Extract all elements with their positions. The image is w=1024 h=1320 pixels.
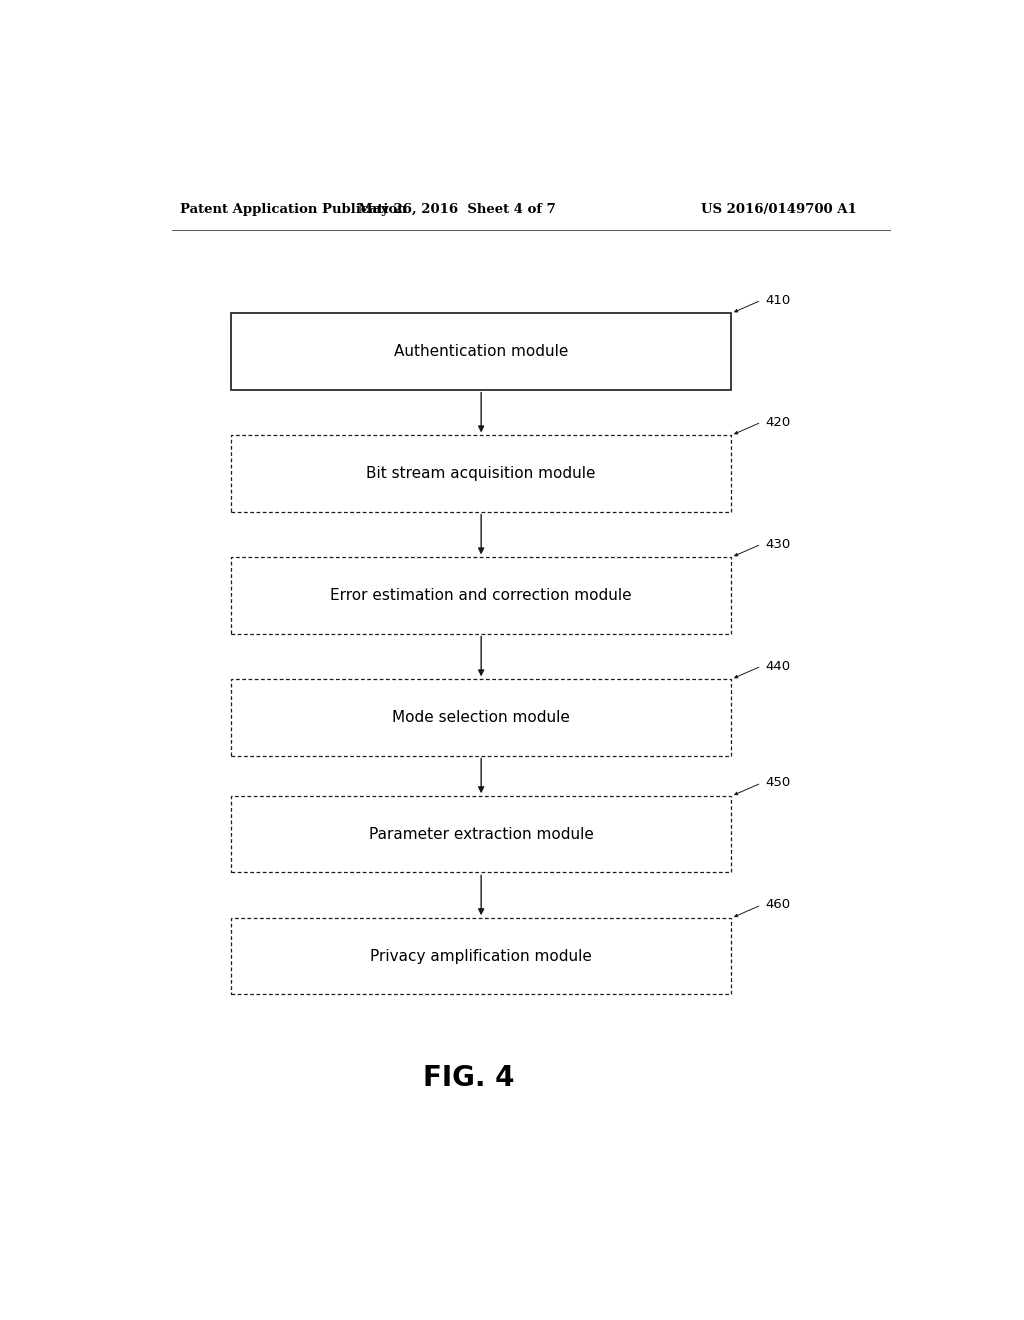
Bar <box>231 680 731 755</box>
Text: Mode selection module: Mode selection module <box>392 710 570 725</box>
Bar <box>231 796 731 873</box>
Text: 460: 460 <box>765 899 791 911</box>
Bar <box>231 436 731 512</box>
Text: 430: 430 <box>765 537 791 550</box>
Bar <box>231 313 731 389</box>
Text: 410: 410 <box>765 293 791 306</box>
Bar <box>231 557 731 634</box>
Bar <box>231 919 731 994</box>
Text: Authentication module: Authentication module <box>394 345 568 359</box>
Text: May 26, 2016  Sheet 4 of 7: May 26, 2016 Sheet 4 of 7 <box>358 203 556 215</box>
Text: Parameter extraction module: Parameter extraction module <box>369 826 594 842</box>
Text: Error estimation and correction module: Error estimation and correction module <box>331 587 632 603</box>
Text: 450: 450 <box>765 776 791 789</box>
Text: Patent Application Publication: Patent Application Publication <box>179 203 407 215</box>
Text: Bit stream acquisition module: Bit stream acquisition module <box>367 466 596 480</box>
Text: Privacy amplification module: Privacy amplification module <box>371 949 592 964</box>
Text: FIG. 4: FIG. 4 <box>424 1064 515 1092</box>
Text: 420: 420 <box>765 416 791 429</box>
Text: 440: 440 <box>765 660 791 673</box>
Text: US 2016/0149700 A1: US 2016/0149700 A1 <box>700 203 857 215</box>
